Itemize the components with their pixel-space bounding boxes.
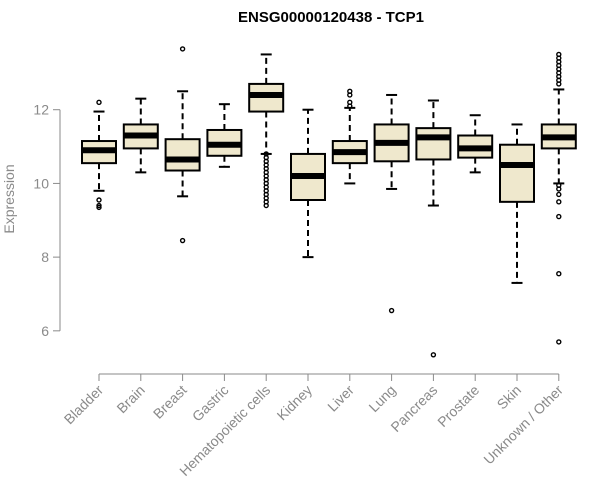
box-iqr (415, 127, 452, 161)
box-group (290, 108, 326, 259)
plot-area (81, 46, 577, 358)
outlier-point (96, 202, 102, 209)
x-tick-label: Bladder (61, 382, 107, 428)
x-tick-label: Lung (365, 382, 398, 415)
box-group (122, 97, 159, 174)
x-tick-label: Skin (494, 382, 525, 413)
outlier-point (556, 339, 562, 345)
box-group (540, 51, 577, 345)
box-group (206, 103, 243, 168)
outlier-point (556, 186, 562, 192)
outlier-point (179, 237, 186, 244)
outlier-point (556, 199, 562, 205)
outlier-point (96, 197, 102, 203)
x-tick-label: Prostate (434, 382, 482, 430)
y-tick-label: 6 (41, 323, 49, 339)
box-group (373, 93, 410, 314)
x-tick-label: Breast (150, 382, 190, 422)
y-tick-label: 8 (41, 249, 49, 265)
box-group (457, 114, 494, 174)
outlier-point (556, 271, 562, 277)
outlier-point (347, 103, 353, 109)
outlier-point (347, 92, 353, 98)
box-group (164, 46, 201, 244)
y-axis: 6 8 10 12 (33, 102, 61, 339)
box-group (81, 99, 117, 211)
outlier-point (556, 213, 562, 220)
outlier-point (556, 191, 562, 198)
box-group (248, 53, 285, 209)
outlier-point (430, 352, 437, 358)
box-group (415, 99, 452, 358)
outlier-point (556, 81, 562, 87)
outlier-point (96, 204, 102, 211)
chart-title: ENSG00000120438 - TCP1 (238, 9, 424, 26)
x-tick-label: Liver (324, 382, 357, 415)
box-group (331, 88, 368, 185)
outlier-point (263, 202, 269, 209)
y-tick-label: 10 (33, 175, 49, 191)
x-tick-label: Kidney (274, 382, 316, 424)
y-tick-label: 12 (33, 102, 49, 118)
outlier-point (388, 307, 395, 314)
box-iqr (499, 143, 535, 203)
outlier-point (96, 99, 102, 106)
x-tick-label: Unknown / Other (480, 382, 566, 468)
box-iqr (164, 138, 201, 172)
box-group (499, 123, 535, 284)
outlier-point (179, 46, 186, 52)
y-axis-label: Expression (1, 164, 17, 233)
x-tick-label: Brain (113, 382, 147, 416)
